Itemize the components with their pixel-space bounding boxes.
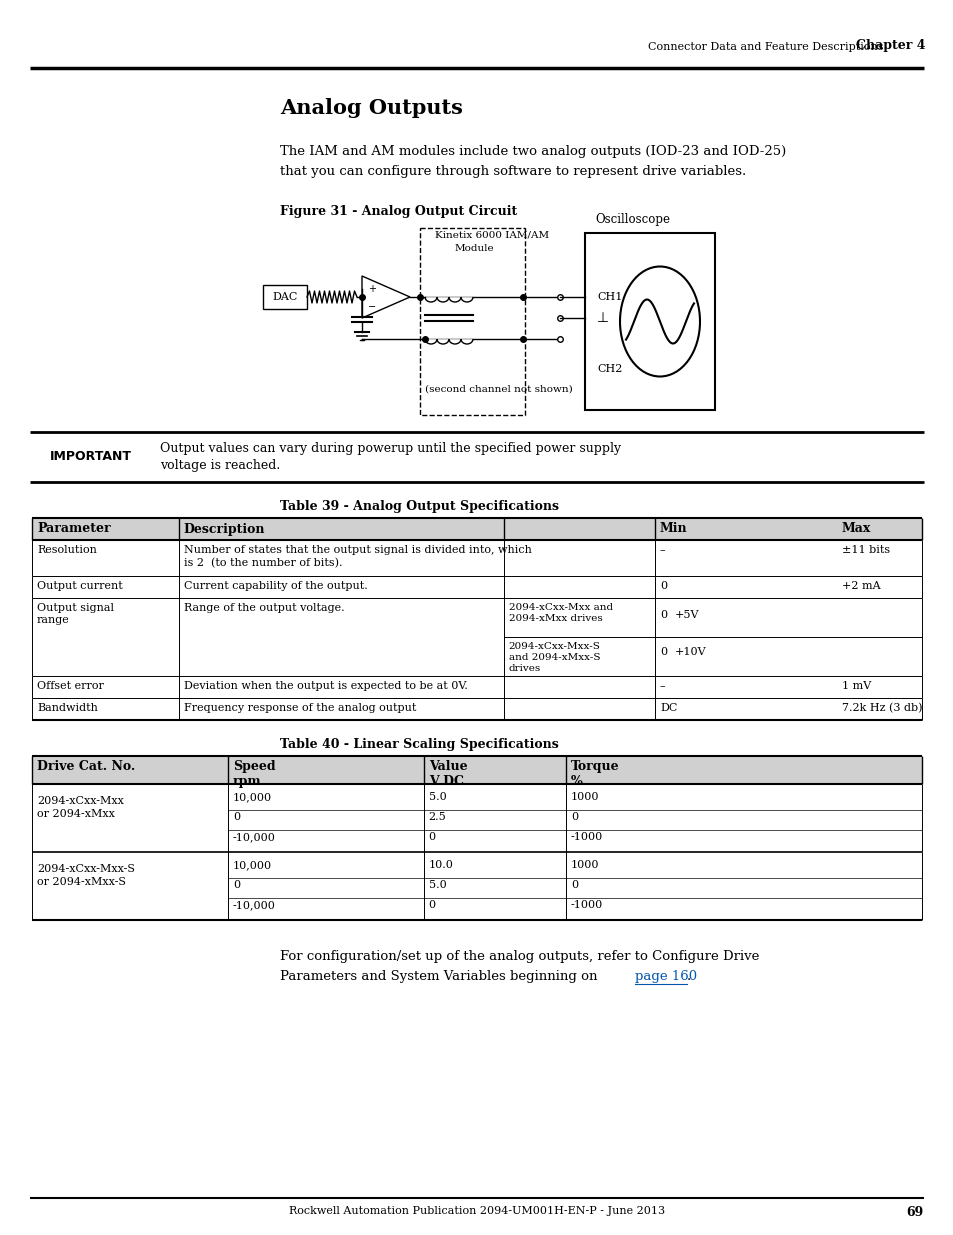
Text: Resolution: Resolution — [37, 545, 97, 555]
Text: 2094-xCxx-Mxx-S
and 2094-xMxx-S
drives: 2094-xCxx-Mxx-S and 2094-xMxx-S drives — [508, 642, 600, 673]
Text: Oscilloscope: Oscilloscope — [595, 212, 669, 226]
Text: Output values can vary during powerup until the specified power supply: Output values can vary during powerup un… — [160, 442, 620, 454]
Text: 0: 0 — [659, 580, 666, 592]
Text: that you can configure through software to represent drive variables.: that you can configure through software … — [280, 165, 745, 178]
Text: Offset error: Offset error — [37, 680, 104, 692]
Text: ±11 bits: ±11 bits — [841, 545, 889, 555]
Text: Parameter: Parameter — [37, 522, 111, 536]
Text: –: – — [659, 545, 665, 555]
FancyBboxPatch shape — [584, 233, 714, 410]
Text: .: . — [686, 969, 691, 983]
Text: 10.0: 10.0 — [428, 860, 453, 869]
Text: Drive Cat. No.: Drive Cat. No. — [37, 760, 135, 773]
Text: DAC: DAC — [272, 291, 297, 303]
Text: 0: 0 — [659, 647, 666, 657]
Text: 2.5: 2.5 — [428, 811, 446, 823]
Text: 0: 0 — [428, 832, 436, 842]
Text: page 160: page 160 — [635, 969, 697, 983]
FancyBboxPatch shape — [419, 228, 524, 415]
Text: 2094-xCxx-Mxx
or 2094-xMxx: 2094-xCxx-Mxx or 2094-xMxx — [37, 797, 124, 819]
Text: Output signal
range: Output signal range — [37, 603, 113, 625]
Ellipse shape — [619, 267, 700, 377]
Text: Table 39 - Analog Output Specifications: Table 39 - Analog Output Specifications — [280, 500, 558, 513]
Text: Connector Data and Feature Descriptions: Connector Data and Feature Descriptions — [647, 42, 882, 52]
Text: Number of states that the output signal is divided into, which
is 2  (to the num: Number of states that the output signal … — [184, 545, 531, 568]
Text: 5.0: 5.0 — [428, 792, 446, 802]
Text: Analog Outputs: Analog Outputs — [280, 98, 462, 119]
Text: Figure 31 - Analog Output Circuit: Figure 31 - Analog Output Circuit — [280, 205, 517, 219]
Text: 10,000: 10,000 — [233, 792, 272, 802]
Text: +2 mA: +2 mA — [841, 580, 880, 592]
Text: 10,000: 10,000 — [233, 860, 272, 869]
Text: Frequency response of the analog output: Frequency response of the analog output — [184, 703, 416, 713]
Text: Module: Module — [455, 245, 494, 253]
Text: 0: 0 — [233, 811, 239, 823]
Text: Chapter 4: Chapter 4 — [855, 40, 924, 52]
Text: CH2: CH2 — [597, 364, 621, 374]
FancyBboxPatch shape — [263, 285, 307, 309]
Text: CH1: CH1 — [597, 291, 621, 303]
FancyBboxPatch shape — [32, 517, 921, 540]
Text: 2094-xCxx-Mxx-S
or 2094-xMxx-S: 2094-xCxx-Mxx-S or 2094-xMxx-S — [37, 864, 135, 887]
Text: DC: DC — [659, 703, 677, 713]
Text: -10,000: -10,000 — [233, 832, 275, 842]
Text: Min: Min — [659, 522, 687, 536]
Text: Max: Max — [841, 522, 870, 536]
Text: Value
V DC: Value V DC — [428, 760, 467, 788]
Text: 0: 0 — [571, 881, 578, 890]
Text: 0: 0 — [233, 881, 239, 890]
FancyBboxPatch shape — [32, 756, 921, 784]
Text: 69: 69 — [905, 1207, 923, 1219]
Text: 2094-xCxx-Mxx and
2094-xMxx drives: 2094-xCxx-Mxx and 2094-xMxx drives — [508, 603, 612, 624]
Text: -10,000: -10,000 — [233, 900, 275, 910]
Text: −: − — [368, 303, 375, 312]
Text: -1000: -1000 — [571, 832, 602, 842]
Text: 0: 0 — [659, 610, 666, 620]
Text: 5.0: 5.0 — [428, 881, 446, 890]
Text: Range of the output voltage.: Range of the output voltage. — [184, 603, 344, 613]
Text: ⊥: ⊥ — [597, 311, 608, 325]
Text: (second channel not shown): (second channel not shown) — [424, 385, 572, 394]
Text: -1000: -1000 — [571, 900, 602, 910]
Text: +5V: +5V — [675, 610, 699, 620]
Text: voltage is reached.: voltage is reached. — [160, 459, 280, 472]
Text: Current capability of the output.: Current capability of the output. — [184, 580, 367, 592]
Text: 0: 0 — [428, 900, 436, 910]
Text: For configuration/set up of the analog outputs, refer to Configure Drive: For configuration/set up of the analog o… — [280, 950, 759, 963]
Text: –: – — [659, 680, 665, 692]
Text: Speed
rpm: Speed rpm — [233, 760, 275, 788]
Text: 7.2k Hz (3 db): 7.2k Hz (3 db) — [841, 703, 922, 714]
Text: Description: Description — [184, 522, 265, 536]
Text: Output current: Output current — [37, 580, 123, 592]
Text: 0: 0 — [571, 811, 578, 823]
Text: 1000: 1000 — [571, 860, 598, 869]
Text: Table 40 - Linear Scaling Specifications: Table 40 - Linear Scaling Specifications — [280, 739, 558, 751]
Text: The IAM and AM modules include two analog outputs (IOD-23 and IOD-25): The IAM and AM modules include two analo… — [280, 144, 785, 158]
Text: Deviation when the output is expected to be at 0V.: Deviation when the output is expected to… — [184, 680, 467, 692]
Text: Kinetix 6000 IAM/AM: Kinetix 6000 IAM/AM — [435, 231, 549, 240]
Text: 1 mV: 1 mV — [841, 680, 870, 692]
Text: Rockwell Automation Publication 2094-UM001H-EN-P - June 2013: Rockwell Automation Publication 2094-UM0… — [289, 1207, 664, 1216]
Text: IMPORTANT: IMPORTANT — [50, 451, 132, 463]
Text: Parameters and System Variables beginning on: Parameters and System Variables beginnin… — [280, 969, 601, 983]
Polygon shape — [361, 275, 410, 317]
Text: +: + — [368, 284, 375, 294]
Text: 1000: 1000 — [571, 792, 598, 802]
Text: Torque
%: Torque % — [571, 760, 619, 788]
Text: Bandwidth: Bandwidth — [37, 703, 98, 713]
Text: +10V: +10V — [675, 647, 706, 657]
